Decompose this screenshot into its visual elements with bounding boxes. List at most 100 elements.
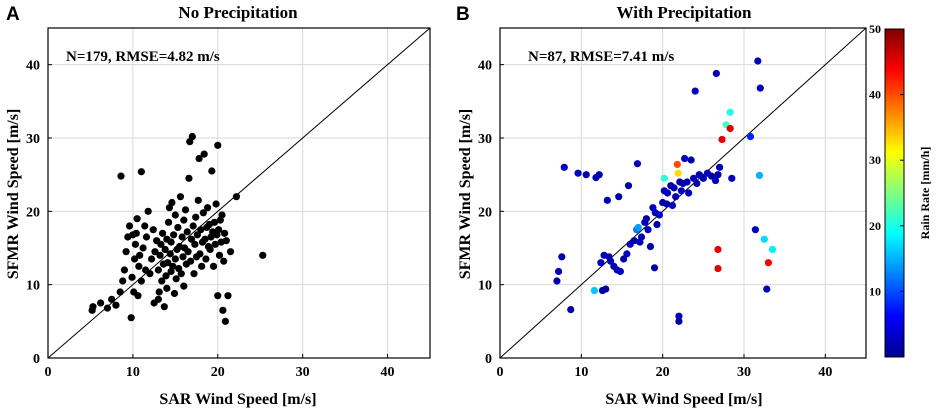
panel-a-data-point	[147, 255, 156, 263]
panel-a-data-point	[159, 229, 167, 237]
panel-b-data-point	[685, 189, 693, 197]
panel-b-letter: B	[456, 4, 470, 25]
panel-a-data-point	[142, 233, 151, 241]
panel-a-ylabel: SFMR Wind Speed [m/s]	[5, 109, 22, 280]
panel-b-data-point	[714, 245, 722, 254]
panel-a-data-point	[170, 231, 178, 239]
panel-a-data-point	[149, 226, 157, 234]
panel-a-data-point	[166, 250, 174, 258]
panel-a-data-point	[154, 266, 162, 274]
panel-a-data-point	[160, 303, 168, 311]
panel-a-data-point	[221, 317, 230, 325]
panel-a-data-point	[181, 206, 190, 214]
panel-a-data-point	[154, 295, 162, 303]
panel-a-data-point	[183, 228, 191, 236]
panel-b-data-point	[655, 211, 664, 219]
panel-b-data-point	[768, 245, 777, 254]
panel-a-data-point	[203, 204, 212, 212]
panel-a-data-point	[222, 237, 230, 245]
panel-a-data-point	[168, 198, 176, 207]
panel-a-data-point	[127, 314, 135, 322]
panel-a-data-point	[214, 292, 222, 300]
panel-a-data-point	[174, 223, 182, 232]
panel-a-data-point	[191, 240, 199, 248]
panel-a-data-point	[200, 150, 208, 158]
panel-b-data-point	[607, 257, 615, 265]
panel-a-ytick-label: 20	[26, 205, 40, 220]
panel-a-data-point	[170, 289, 179, 298]
panel-a-ytick-label: 10	[26, 279, 40, 294]
panel-b: B With Precipitation 0 10 20 30 40010203040 …	[456, 3, 867, 408]
panel-b-data-point	[683, 178, 691, 186]
panel-a-data-point	[130, 255, 139, 263]
panel-a-xtick-label: 10	[126, 365, 140, 380]
panel-a-data-point	[218, 211, 226, 219]
panel-a-data-point	[196, 250, 204, 258]
panel-a-data-point	[226, 248, 235, 256]
panel-a-data-point	[210, 218, 218, 226]
panel-a-data-point	[197, 226, 205, 234]
panel-b-data-point	[597, 259, 605, 267]
panel-b-data-point	[703, 169, 712, 177]
panel-b-data-point	[653, 220, 661, 229]
panel-a-data-point	[132, 229, 140, 237]
panel-a-title: No Precipitation	[178, 3, 298, 22]
panel-a-xtick-label: 40	[381, 365, 395, 380]
panel-a-data-point	[187, 257, 195, 265]
panel-b-data-point	[663, 189, 672, 197]
panel-a-data-point	[137, 277, 145, 285]
colorbar-tick-label: 30	[869, 153, 881, 167]
panel-b-data-point	[636, 238, 644, 246]
panel-a-data-point	[219, 306, 227, 314]
panel-a-data-point	[198, 262, 206, 270]
panel-b-data-point	[620, 255, 628, 263]
panel-b-data-point	[695, 171, 703, 179]
panel-a-data-point	[232, 193, 241, 201]
colorbar-tick-label: 20	[869, 219, 881, 233]
panel-b-ytick-label: 30	[478, 132, 492, 147]
panel-a-data-point	[112, 301, 120, 309]
panel-b-data-point	[558, 253, 566, 261]
panel-a-points	[88, 132, 267, 325]
panel-b-data-point	[763, 285, 771, 293]
panel-b-data-point	[670, 184, 678, 192]
panel-a-data-point	[122, 248, 130, 256]
panel-a-annotation: N=179, RMSE=4.82 m/s	[66, 49, 220, 65]
panel-b-data-point	[764, 259, 773, 267]
panel-b-points	[553, 57, 777, 325]
panel-b-data-point	[712, 69, 720, 78]
colorbar-tick-label: 50	[869, 22, 881, 36]
panel-a-data-point	[190, 270, 198, 278]
panel-a-data-point	[176, 193, 185, 201]
panel-b-ytick-label: 40	[478, 59, 492, 74]
panel-a-data-point	[192, 213, 200, 221]
panel-a-data-point	[89, 303, 97, 311]
panel-a-data-point	[202, 255, 210, 263]
panel-a-data-point	[199, 209, 207, 217]
panel-b-data-point	[602, 285, 610, 293]
panel-a-data-point	[180, 282, 188, 290]
panel-b-data-point	[751, 226, 759, 234]
colorbar-tick-label: 10	[869, 284, 881, 298]
panel-b-data-point	[714, 171, 722, 179]
panel-a-data-point	[164, 218, 173, 226]
panel-b-data-point	[574, 169, 582, 177]
panel-b-data-point	[726, 108, 734, 116]
panel-b-ylabel: SFMR Wind Speed [m/s]	[457, 109, 474, 280]
panel-b-data-point	[760, 235, 768, 243]
panel-b-data-point	[693, 179, 701, 188]
panel-b-data-point	[600, 251, 608, 259]
panel-a-data-point	[158, 277, 166, 285]
panel-b-ytick-label: 20	[478, 205, 492, 220]
panel-a-data-point	[177, 270, 185, 278]
panel-a-ytick-label: 40	[26, 59, 40, 74]
panel-a-data-point	[167, 238, 175, 246]
panel-a-data-point	[163, 284, 171, 292]
panel-b-data-point	[672, 193, 680, 201]
panel-a-data-point	[162, 272, 170, 280]
panel-b-ticks: 0 10 20 30 40 0 10 20 30 40	[478, 59, 832, 380]
panel-b-data-point	[675, 317, 683, 325]
colorbar-tick-label: 40	[869, 88, 881, 102]
panel-a-data-point	[125, 222, 134, 230]
panel-b-data-point	[633, 160, 642, 168]
